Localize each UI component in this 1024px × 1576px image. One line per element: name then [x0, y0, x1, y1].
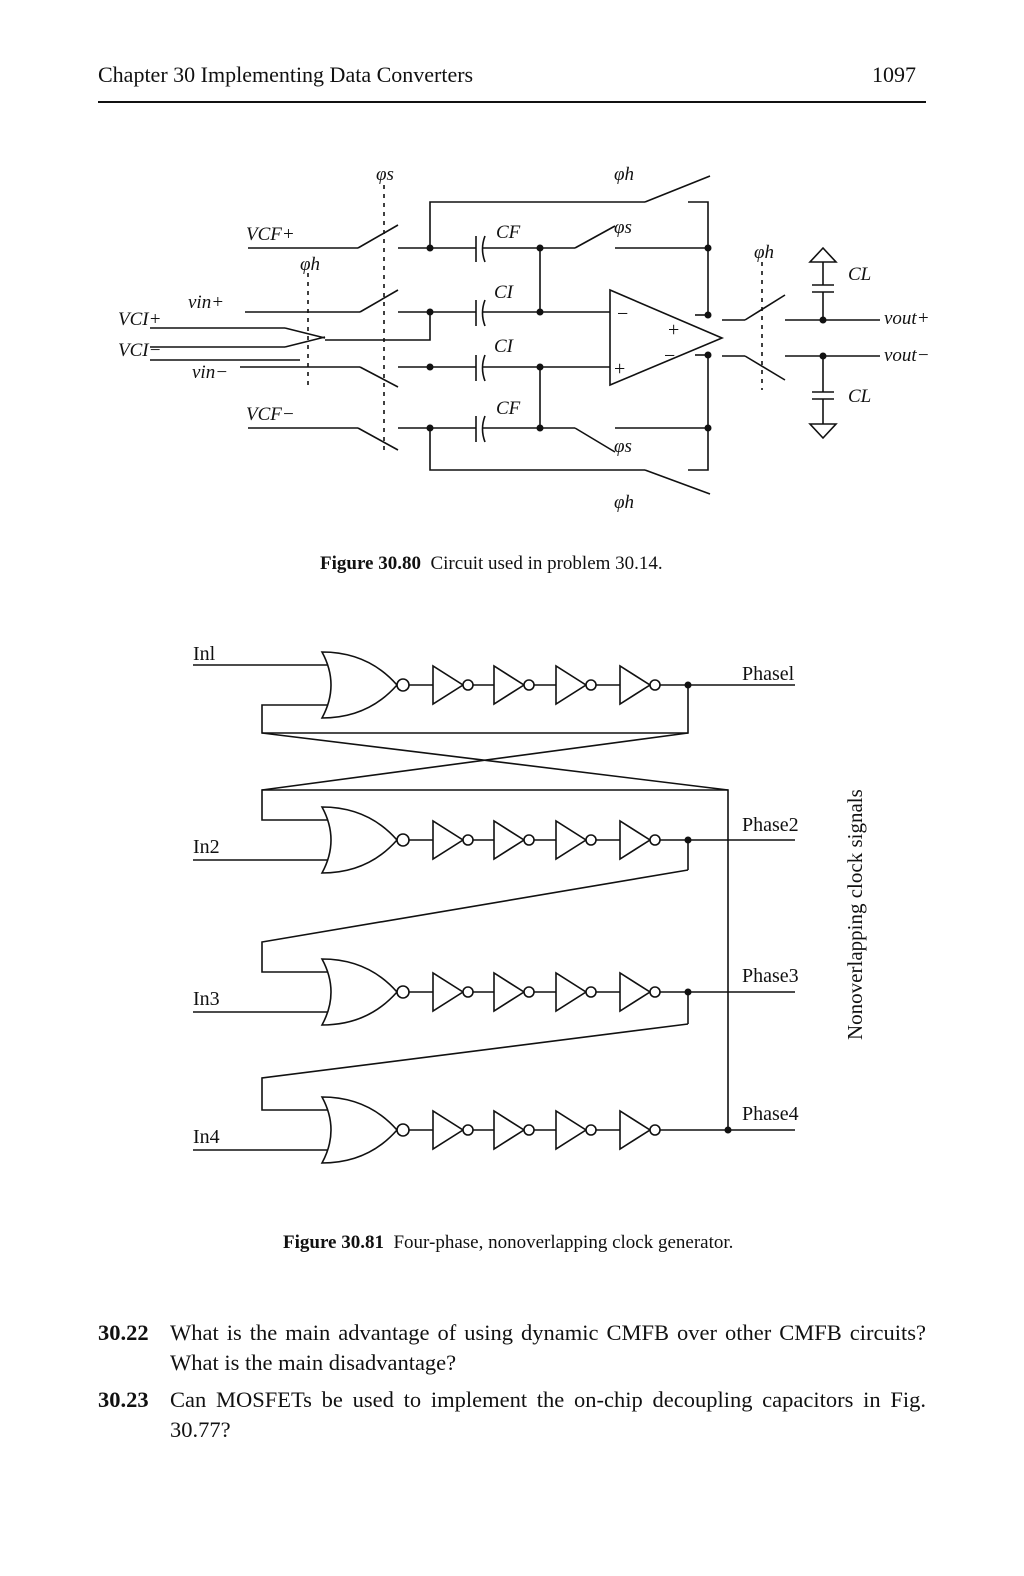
label-cf-bottom: CF — [496, 398, 521, 419]
output-label-1: Phasel — [742, 663, 795, 685]
problem-number: 30.23 — [98, 1387, 149, 1412]
figure-30-81-caption: Figure 30.81 Four-phase, nonoverlapping … — [283, 1232, 733, 1254]
side-label: Nonoverlapping clock signals — [843, 789, 867, 1040]
output-label-2: Phase2 — [742, 814, 799, 836]
label-vin-minus: vin− — [192, 362, 228, 383]
input-label-4: In4 — [193, 1126, 220, 1148]
label-phi-h-bottom: φh — [614, 492, 634, 513]
output-label-3: Phase3 — [742, 965, 799, 987]
label-phi-s-top: φs — [376, 164, 394, 185]
label-vcf-plus: VCF+ — [246, 224, 295, 245]
label-vci-plus: VCI+ — [118, 309, 161, 330]
figure-30-80-circuit: + − − + φs φh φs φh φh VCF+ VCF− VCI+ VC… — [118, 164, 930, 513]
caption-text: Four-phase, nonoverlapping clock generat… — [393, 1232, 734, 1253]
label-vin-plus: vin+ — [188, 292, 224, 313]
svg-text:−: − — [617, 303, 628, 325]
label-phi-s-lower: φs — [614, 436, 632, 457]
label-vout-plus: vout+ — [884, 308, 930, 329]
label-phi-h-top: φh — [614, 164, 634, 185]
header-rule — [98, 101, 926, 103]
problem-text: What is the main advantage of using dyna… — [170, 1320, 926, 1375]
caption-label: Figure 30.81 — [283, 1232, 384, 1253]
page-number: 1097 — [872, 62, 916, 87]
svg-text:+: + — [668, 319, 679, 341]
label-ci-bottom: CI — [494, 336, 515, 357]
label-cf-top: CF — [496, 222, 521, 243]
label-vci-minus: VCI− — [118, 340, 161, 361]
label-cl-bottom: CL — [848, 386, 871, 407]
svg-text:−: − — [664, 345, 675, 367]
label-ci-top: CI — [494, 282, 515, 303]
label-vout-minus: vout− — [884, 345, 930, 366]
problem-text: Can MOSFETs be used to implement the on-… — [170, 1387, 926, 1442]
problem-30-22: 30.22 What is the main advantage of usin… — [98, 1318, 926, 1378]
problem-number: 30.22 — [98, 1320, 149, 1345]
caption-label: Figure 30.80 — [320, 553, 421, 574]
label-phi-s-upper: φs — [614, 217, 632, 238]
input-label-3: In3 — [193, 988, 220, 1010]
input-label-1: Inl — [193, 643, 216, 665]
caption-text: Circuit used in problem 30.14. — [430, 553, 663, 574]
label-cl-top: CL — [848, 264, 871, 285]
output-label-4: Phase4 — [742, 1103, 799, 1125]
svg-text:+: + — [614, 358, 625, 380]
figure-30-80-caption: Figure 30.80 Circuit used in problem 30.… — [320, 553, 663, 575]
label-phi-h-right: φh — [754, 242, 774, 263]
problem-30-23: 30.23 Can MOSFETs be used to implement t… — [98, 1385, 926, 1445]
running-header: Chapter 30 Implementing Data Converters — [98, 62, 474, 87]
label-phi-h-left: φh — [300, 254, 320, 275]
label-vcf-minus: VCF− — [246, 404, 295, 425]
input-label-2: In2 — [193, 836, 220, 858]
